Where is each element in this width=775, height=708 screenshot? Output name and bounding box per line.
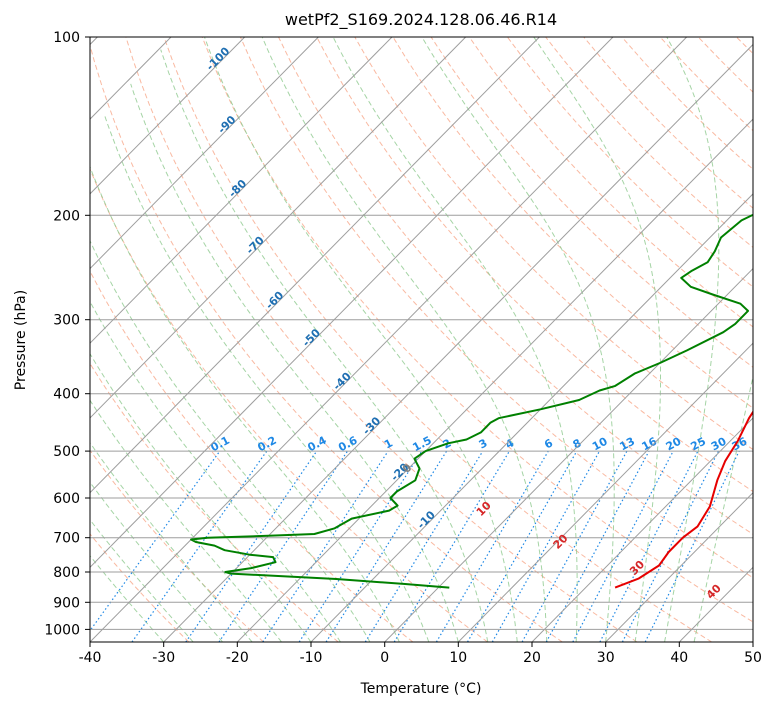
mixing-ratio-label: 25 bbox=[688, 435, 708, 454]
moist-adiabats bbox=[90, 37, 753, 642]
isotherm-line bbox=[457, 342, 753, 642]
y-tick-label: 900 bbox=[53, 595, 80, 611]
x-tick-label: 0 bbox=[380, 650, 389, 666]
y-tick-label: 800 bbox=[53, 565, 80, 581]
x-tick-label: 50 bbox=[744, 650, 762, 666]
mixing-ratio-line bbox=[364, 450, 484, 642]
temperature-profile-line bbox=[614, 410, 753, 589]
dry-adiabat-line bbox=[468, 37, 753, 328]
x-tick-label: -30 bbox=[152, 650, 175, 666]
x-tick-label: -10 bbox=[300, 650, 323, 666]
dry-adiabat-line bbox=[201, 37, 753, 623]
dry-adiabat-line bbox=[90, 270, 414, 642]
mixing-ratio-label: 10 bbox=[590, 435, 610, 454]
isotherm-line bbox=[90, 37, 393, 344]
x-tick-label: -40 bbox=[79, 650, 102, 666]
y-tick-label: 100 bbox=[53, 30, 80, 46]
y-tick-label: 300 bbox=[53, 313, 80, 329]
y-tick-label: 700 bbox=[53, 531, 80, 547]
y-tick-label: 400 bbox=[53, 387, 80, 403]
isotherm-line bbox=[531, 417, 753, 642]
mixing-ratio-line bbox=[90, 450, 221, 632]
moist-adiabat-line bbox=[332, 37, 578, 642]
mixing-ratio-line bbox=[521, 450, 628, 642]
dry-adiabat-line bbox=[90, 43, 563, 642]
isotherm-line bbox=[163, 43, 753, 642]
x-tick-label: 40 bbox=[670, 650, 688, 666]
x-tick-label: 20 bbox=[523, 650, 541, 666]
moist-adiabat-line bbox=[103, 114, 430, 642]
moist-adiabat-line bbox=[533, 37, 661, 642]
dry-adiabat-line bbox=[316, 37, 753, 493]
dry-adiabat-line bbox=[163, 37, 712, 642]
isotherm-line bbox=[90, 37, 688, 642]
moist-adiabat-line bbox=[130, 83, 459, 642]
mixing-ratio-label: 13 bbox=[617, 435, 637, 454]
isotherm-line bbox=[236, 118, 753, 642]
isotherm-line bbox=[90, 37, 540, 494]
dewpoint-profile-line bbox=[190, 213, 753, 589]
moist-adiabat-line bbox=[693, 374, 753, 642]
x-tick-label: -20 bbox=[226, 650, 249, 666]
y-axis-label: Pressure (hPa) bbox=[13, 290, 29, 390]
moist-adiabat-line bbox=[204, 37, 518, 642]
isotherm-line bbox=[90, 37, 614, 568]
mixing-ratio-line bbox=[325, 450, 448, 642]
mixing-ratio-line bbox=[298, 450, 423, 642]
isotherm-line bbox=[90, 37, 319, 270]
mixing-ratio-line bbox=[131, 450, 268, 642]
dry-adiabat-line bbox=[354, 37, 753, 451]
mixing-ratio-line bbox=[644, 450, 740, 642]
chart-title: wetPf2_S169.2024.128.06.46.R14 bbox=[285, 10, 557, 30]
moist-adiabat-line bbox=[90, 352, 312, 642]
moist-adiabat-line bbox=[90, 441, 253, 642]
mixing-ratio-label: 20 bbox=[664, 435, 684, 454]
dry-adiabats bbox=[90, 37, 753, 642]
profile-series bbox=[190, 213, 753, 589]
y-tick-label: 600 bbox=[53, 491, 80, 507]
isotherm-line bbox=[90, 37, 246, 195]
mixing-ratio-label: 36 bbox=[730, 435, 750, 454]
moist-adiabat-line bbox=[90, 239, 371, 642]
dry-adiabat-line bbox=[125, 37, 638, 642]
dry-adiabat-line bbox=[239, 37, 753, 579]
y-axis-ticks: 100 200 300 400 500 600 700 800 900 1000 bbox=[44, 30, 90, 638]
x-tick-label: 30 bbox=[597, 650, 615, 666]
isotherm-gridlines bbox=[90, 37, 753, 642]
isotherm-line bbox=[384, 267, 753, 642]
isotherm-line bbox=[90, 37, 467, 419]
mixing-ratio-line bbox=[185, 450, 318, 642]
moist-adiabat-line bbox=[90, 165, 400, 642]
y-tick-label: 1000 bbox=[44, 622, 80, 638]
mixing-ratio-line bbox=[491, 450, 601, 642]
x-tick-label: 10 bbox=[449, 650, 467, 666]
y-tick-label: 200 bbox=[53, 208, 80, 224]
mixing-ratio-line bbox=[393, 450, 510, 642]
mixing-ratio-line bbox=[466, 450, 578, 642]
x-axis-ticks: -40 -30 -20 -10 0 10 20 30 40 50 bbox=[79, 642, 762, 666]
isotherm-line bbox=[605, 491, 753, 642]
moist-adiabat-line bbox=[160, 49, 489, 642]
moist-adiabat-line bbox=[90, 300, 341, 642]
moist-adiabat-line bbox=[664, 37, 720, 642]
dry-adiabat-line bbox=[90, 167, 488, 642]
dry-adiabat-line bbox=[90, 533, 190, 642]
isotherm-line bbox=[310, 193, 753, 642]
mixing-ratio-label: 16 bbox=[640, 435, 660, 454]
x-axis-label: Temperature (°C) bbox=[360, 681, 482, 697]
moist-adiabat-line bbox=[261, 37, 548, 642]
isobar-gridlines bbox=[90, 37, 753, 630]
dry-adiabat-line bbox=[392, 37, 753, 409]
y-tick-label: 500 bbox=[53, 444, 80, 460]
mixing-ratio-line bbox=[435, 450, 549, 642]
moist-adiabat-line bbox=[421, 37, 615, 642]
plot-frame bbox=[89, 36, 754, 643]
mixing-ratio-label: 30 bbox=[709, 435, 729, 454]
